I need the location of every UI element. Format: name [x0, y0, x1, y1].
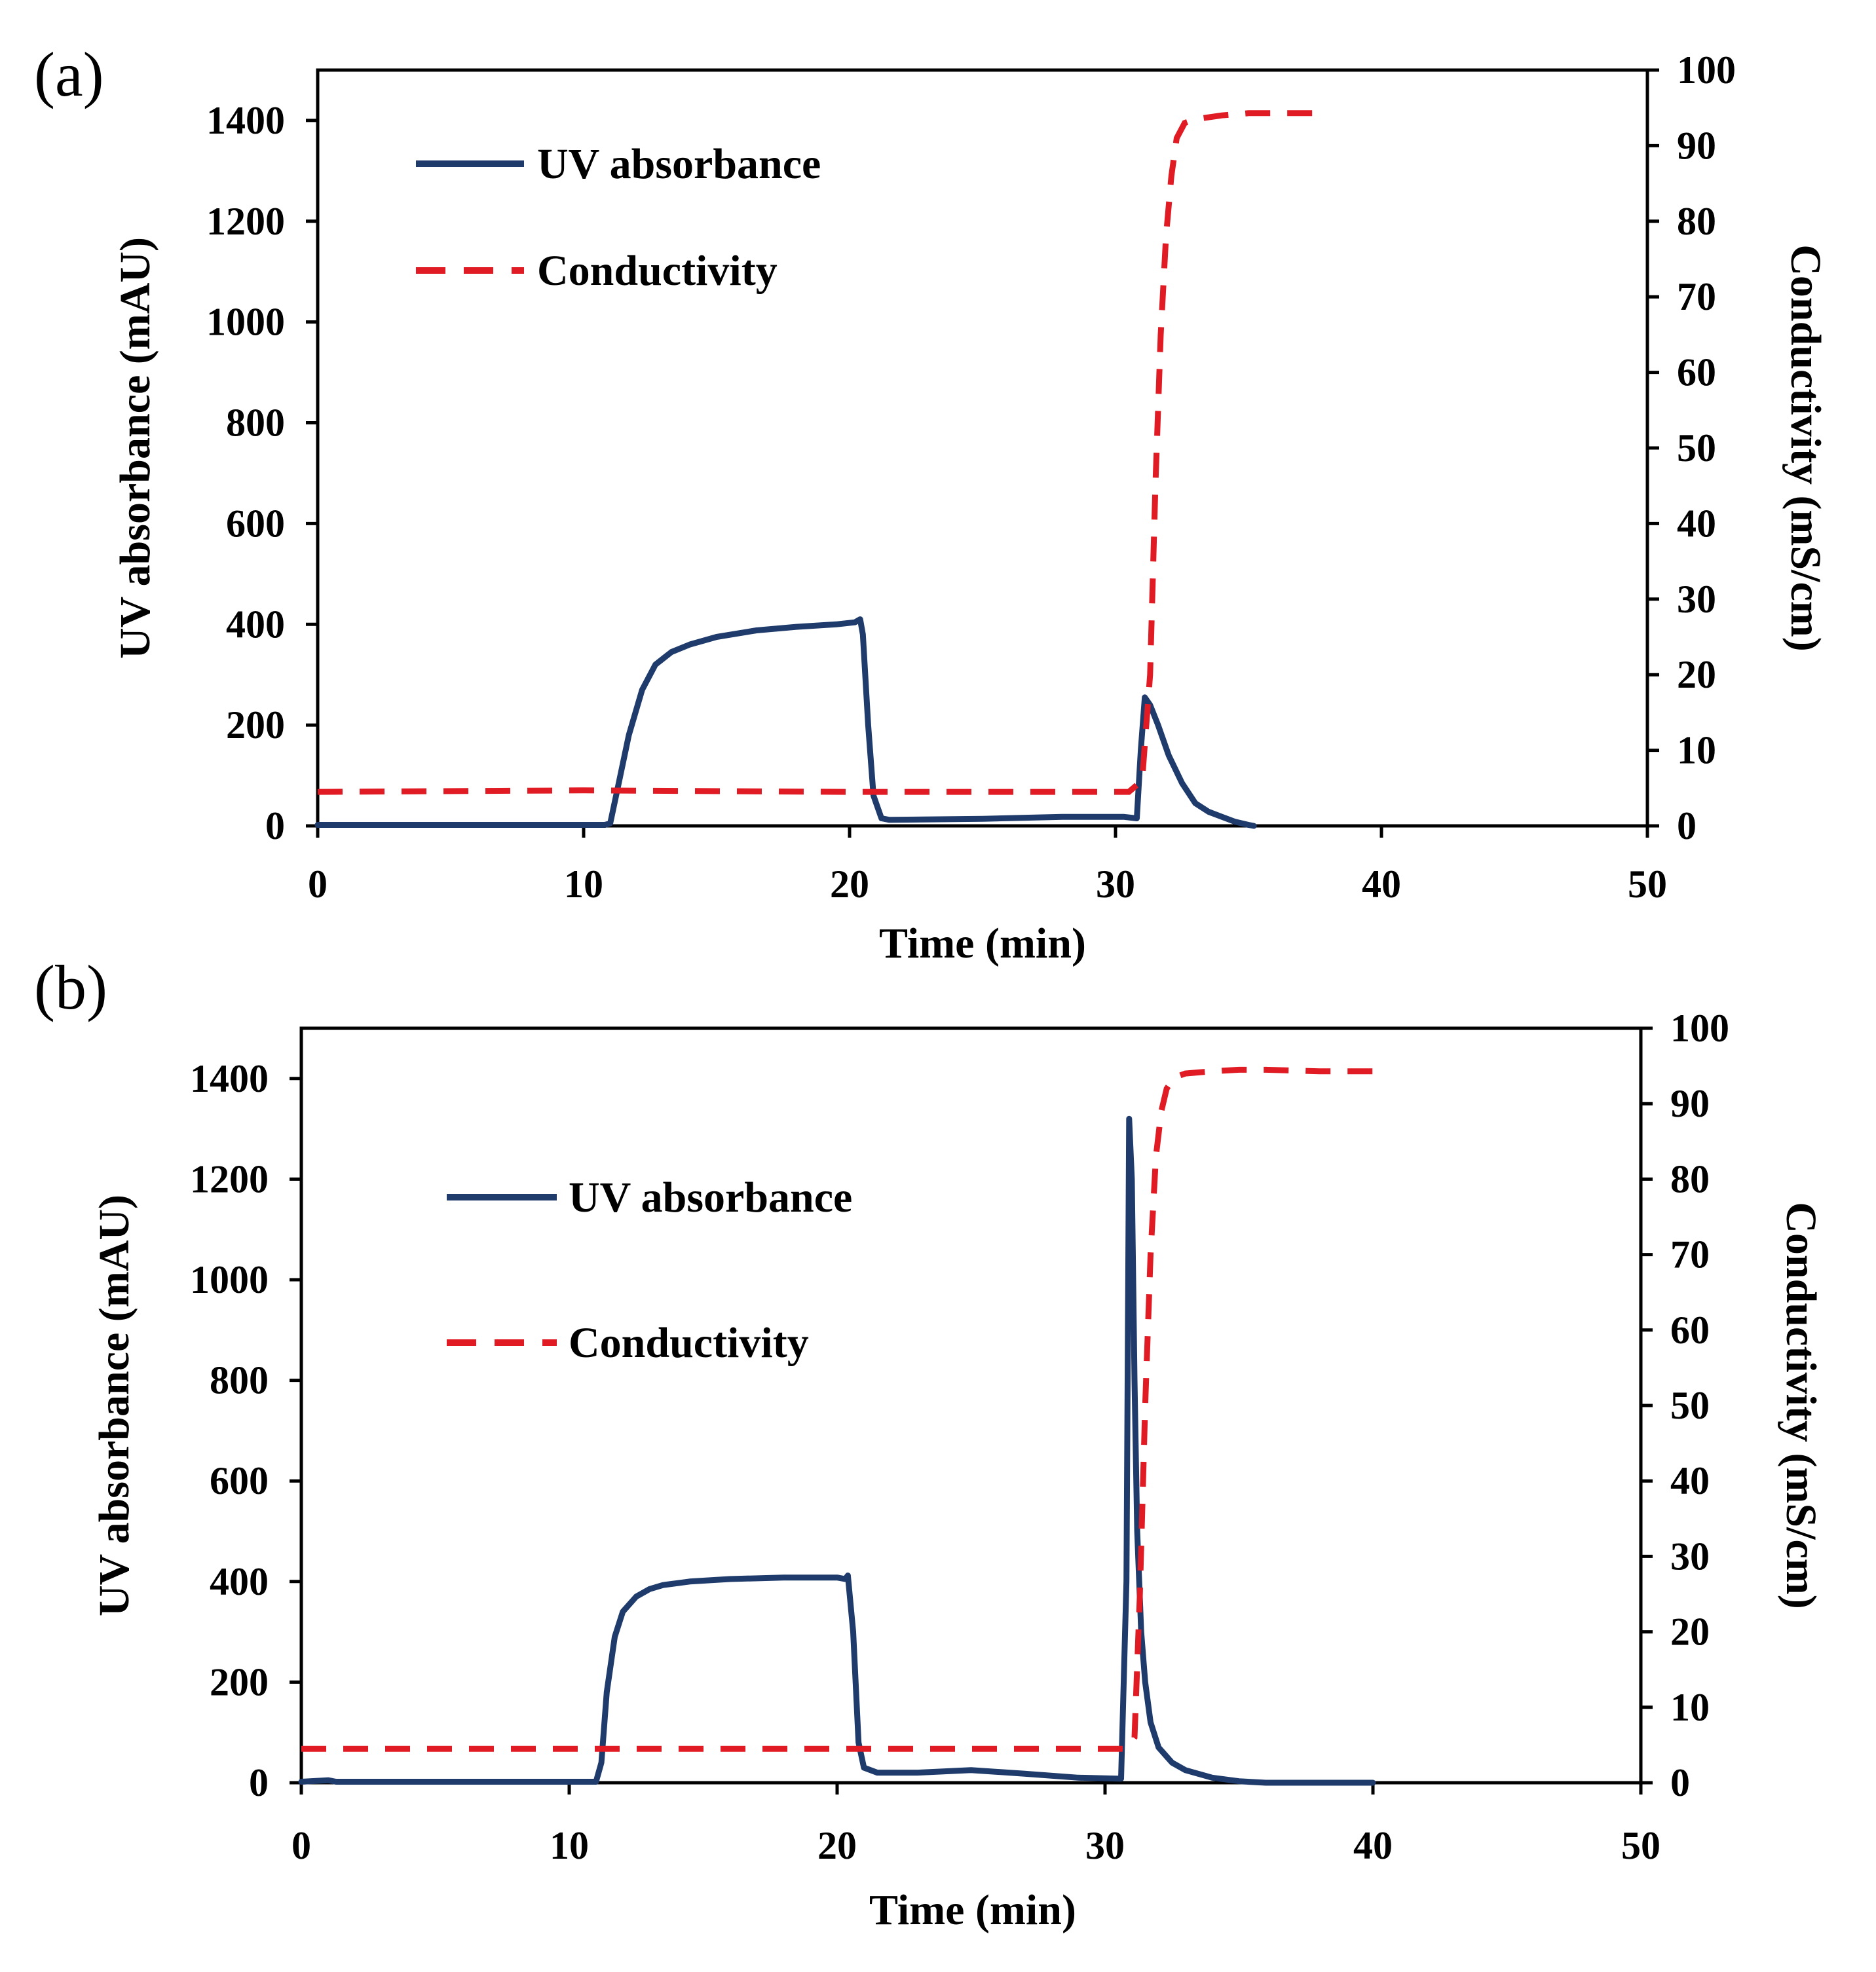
panel-a-y-axis-title: UV absorbance (mAU) [111, 237, 159, 659]
panel-b-y2-tick-label: 90 [1670, 1082, 1710, 1125]
panel-b-y-tick-label: 800 [210, 1359, 269, 1402]
panel-b-y2-tick-label: 70 [1670, 1233, 1710, 1276]
panel-a-y2-tick-label: 60 [1677, 351, 1716, 394]
panel-b-plot-frame [299, 1026, 1643, 1785]
panel-b-y2-tick-label: 10 [1670, 1686, 1710, 1729]
panel-b-x-tick-label: 30 [1085, 1824, 1125, 1867]
panel-a-y2-tick-label: 70 [1677, 275, 1716, 318]
panel-a-x-tick-label: 20 [830, 863, 869, 906]
panel-a-y2-axis-title: Conductivity (mS/cm) [1782, 244, 1829, 651]
panel-a-y2-tick-label: 80 [1677, 200, 1716, 243]
panel-a-y-tick-label: 1200 [206, 200, 285, 243]
panel-b-y2-tick-label: 60 [1670, 1309, 1710, 1352]
panel-a-y2-tick-label: 0 [1677, 804, 1697, 847]
panel-a-y2-tick-label: 10 [1677, 729, 1716, 772]
panel-a-y2-tick-label: 30 [1677, 578, 1716, 621]
panel-b-x-tick-label: 20 [817, 1824, 857, 1867]
panel-a-x-tick-label: 40 [1362, 863, 1401, 906]
panel-b-x-axis-title: Time (min) [869, 1886, 1076, 1934]
panel-b-x-axis: 0 10 20 30 40 50 [291, 1783, 1660, 1867]
panel-b-y-tick-label: 1000 [190, 1258, 269, 1301]
panel-a-x-tick-label: 50 [1628, 863, 1667, 906]
panel-a-label: (a) [34, 39, 104, 109]
panel-a-x-axis: 0 10 20 30 40 50 [308, 826, 1667, 906]
panel-a-x-tick-label: 30 [1096, 863, 1135, 906]
panel-b-y2-tick-label: 50 [1670, 1384, 1710, 1427]
panel-b-y2-tick-label: 0 [1670, 1761, 1690, 1804]
panel-b-conductivity-line [301, 1066, 1373, 1752]
panel-a-y2-tick-label: 50 [1677, 426, 1716, 470]
panel-a-x-tick-label: 0 [308, 863, 328, 906]
panel-a-y-tick-label: 600 [226, 502, 285, 545]
panel-a-plot-frame [316, 68, 1649, 828]
panel-b-y2-tick-label: 20 [1670, 1610, 1710, 1654]
panel-a-y-tick-label: 1400 [206, 99, 285, 142]
panel-a-y2-tick-label: 90 [1677, 124, 1716, 167]
panel-b-x-tick-label: 0 [291, 1824, 311, 1867]
panel-b-x-tick-label: 50 [1621, 1824, 1660, 1867]
panel-b-x-tick-label: 40 [1353, 1824, 1393, 1867]
panel-a-x-tick-label: 10 [564, 863, 603, 906]
panel-a-y2-tick-label: 20 [1677, 653, 1716, 696]
panel-a-conductivity-line [317, 110, 1328, 795]
panel-b-legend-conductivity-label: Conductivity [569, 1319, 809, 1367]
panel-a-legend: UV absorbance Conductivity [416, 140, 821, 295]
panel-b-y-tick-label: 200 [210, 1660, 269, 1703]
panel-b-uv-absorbance-line [298, 1115, 1376, 1786]
panel-a-right-axis: 0 10 20 30 40 50 60 70 80 90 100 [1647, 48, 1736, 847]
panel-a-y-tick-label: 800 [226, 401, 285, 445]
panel-b-left-axis: 0 200 400 600 800 1000 1200 1400 [190, 1057, 301, 1804]
panel-b-y-tick-label: 1400 [190, 1057, 269, 1100]
panel-a-legend-conductivity-label: Conductivity [537, 247, 778, 295]
panel-b-y-tick-label: 1200 [190, 1157, 269, 1200]
panel-a-x-axis-title: Time (min) [879, 920, 1086, 967]
panel-a-y2-tick-label: 40 [1677, 502, 1716, 545]
panel-a-y2-tick-label: 100 [1677, 48, 1736, 92]
panel-b-y-axis-title: UV absorbance (mAU) [90, 1195, 138, 1616]
panel-b-right-axis: 0 10 20 30 40 50 60 70 80 90 100 [1641, 1007, 1729, 1804]
panel-a-uv-absorbance-line [314, 616, 1257, 829]
panel-a-y-tick-label: 0 [265, 804, 285, 847]
panel-b-y2-tick-label: 30 [1670, 1535, 1710, 1578]
panel-b-x-tick-label: 10 [550, 1824, 589, 1867]
panel-b-y2-tick-label: 40 [1670, 1459, 1710, 1502]
panel-b-label: (b) [34, 952, 107, 1022]
panel-a-y-tick-label: 400 [226, 603, 285, 646]
panel-b-y2-tick-label: 100 [1670, 1007, 1729, 1050]
panel-b-y2-axis-title: Conductivity (mS/cm) [1777, 1202, 1825, 1609]
panel-b-y-tick-label: 0 [249, 1761, 269, 1804]
panel-b-y-tick-label: 600 [210, 1459, 269, 1502]
panel-b-y-tick-label: 400 [210, 1560, 269, 1603]
panel-b-y2-tick-label: 80 [1670, 1157, 1710, 1200]
panel-a-left-axis: 0 200 400 600 800 1000 1200 1400 [206, 99, 318, 847]
panel-a-legend-uv-label: UV absorbance [537, 140, 821, 188]
panel-a-y-tick-label: 200 [226, 703, 285, 747]
panel-b-legend: UV absorbance Conductivity [447, 1174, 852, 1367]
panel-b-legend-uv-label: UV absorbance [569, 1174, 852, 1221]
panel-a-y-tick-label: 1000 [206, 301, 285, 344]
